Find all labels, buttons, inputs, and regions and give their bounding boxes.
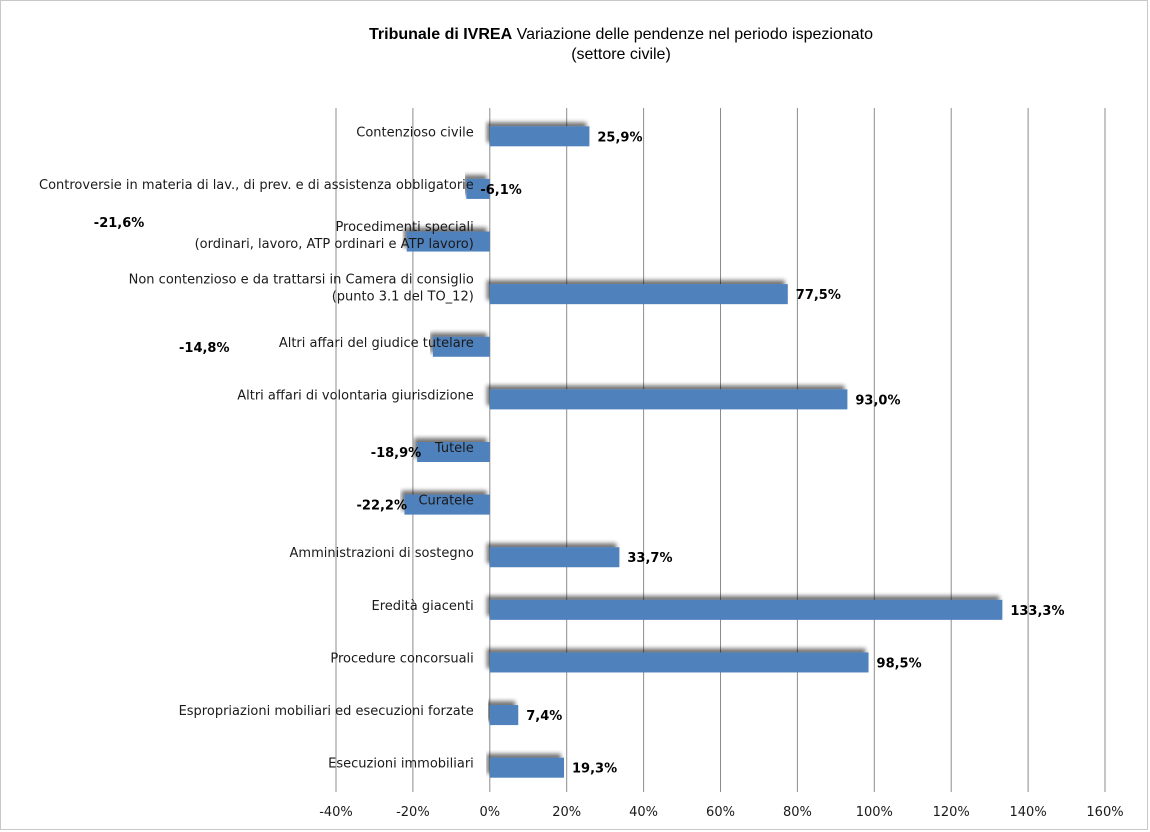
category-label: Contenzioso civile: [356, 125, 474, 140]
data-label: -18,9%: [371, 446, 422, 461]
x-tick-label: 0%: [479, 805, 500, 820]
data-label: 98,5%: [877, 656, 922, 671]
x-tick-label: -20%: [396, 805, 430, 820]
category-labels: Contenzioso civile Controversie in materi…: [39, 125, 474, 771]
category-label: Controversie in materia di lav., di prev…: [39, 178, 474, 193]
category-label: (punto 3.1 del TO_12): [332, 290, 474, 305]
category-label: Tutele: [434, 441, 474, 456]
category-label: Curatele: [418, 494, 473, 509]
category-label: (ordinari, lavoro, ATP ordinari e ATP la…: [195, 237, 474, 252]
bar: [489, 705, 519, 726]
bar: [489, 126, 590, 147]
category-label: Procedimenti speciali: [335, 220, 473, 235]
x-tick-label: 160%: [1086, 805, 1123, 820]
category-label: Altri affari di volontaria giurisdizione: [237, 388, 474, 403]
category-label: Non contenzioso e da trattarsi in Camera…: [129, 273, 474, 288]
bar: [489, 652, 869, 673]
x-tick-label: 140%: [1010, 805, 1047, 820]
data-label: -6,1%: [480, 183, 521, 198]
x-tick-label: 120%: [933, 805, 970, 820]
grid-layer: [335, 108, 1106, 792]
bar: [406, 231, 490, 252]
category-label: Procedure concorsuali: [330, 651, 473, 666]
bar: [404, 494, 490, 515]
x-tick-label: 40%: [629, 805, 658, 820]
chart-title-bold: Tribunale di IVREA: [369, 26, 513, 43]
bar: [466, 178, 490, 199]
data-label: 133,3%: [1010, 604, 1064, 619]
data-label: 19,3%: [572, 762, 617, 777]
bar: [417, 442, 490, 462]
x-tick-label: -40%: [319, 805, 353, 820]
chart-title: Tribunale di IVREA Variazione delle pend…: [1, 25, 1150, 65]
data-label: -22,2%: [357, 499, 408, 514]
chart-subtitle: (settore civile): [571, 46, 671, 63]
bar-layer: [404, 126, 1003, 778]
chart-title-text: Variazione delle pendenze nel periodo is…: [516, 26, 873, 43]
x-tick-label: 80%: [783, 805, 812, 820]
data-label: 77,5%: [796, 288, 841, 303]
data-label: -21,6%: [94, 216, 145, 231]
data-label: 33,7%: [627, 551, 672, 566]
x-tick-label: 20%: [552, 805, 581, 820]
data-labels: 25,9% -6,1% -21,6% 77,5% -14,8% 93,0% -18,9% -2…: [94, 130, 1065, 776]
category-label: Eredità giacenti: [372, 599, 474, 614]
category-label: Esecuzioni immobiliari: [328, 757, 474, 772]
data-label: 93,0%: [855, 393, 900, 408]
x-axis-ticks: -40% -20% 0% 20% 40% 60% 80% 100% 120% 140% 160%: [319, 805, 1123, 820]
bar: [432, 336, 490, 357]
data-label: -14,8%: [179, 341, 230, 356]
bar: [489, 547, 620, 568]
x-tick-label: 100%: [856, 805, 893, 820]
data-label: 25,9%: [597, 130, 642, 145]
bar: [489, 284, 788, 305]
bar: [489, 599, 1003, 620]
x-tick-label: 60%: [706, 805, 735, 820]
category-label: Amministrazioni di sostegno: [290, 546, 474, 561]
bar: [489, 757, 565, 778]
category-label: Espropriazioni mobiliari ed esecuzioni f…: [179, 704, 474, 719]
category-label: Altri affari del giudice tutelare: [279, 336, 474, 351]
bar: [489, 389, 848, 410]
data-label: 7,4%: [526, 709, 562, 724]
